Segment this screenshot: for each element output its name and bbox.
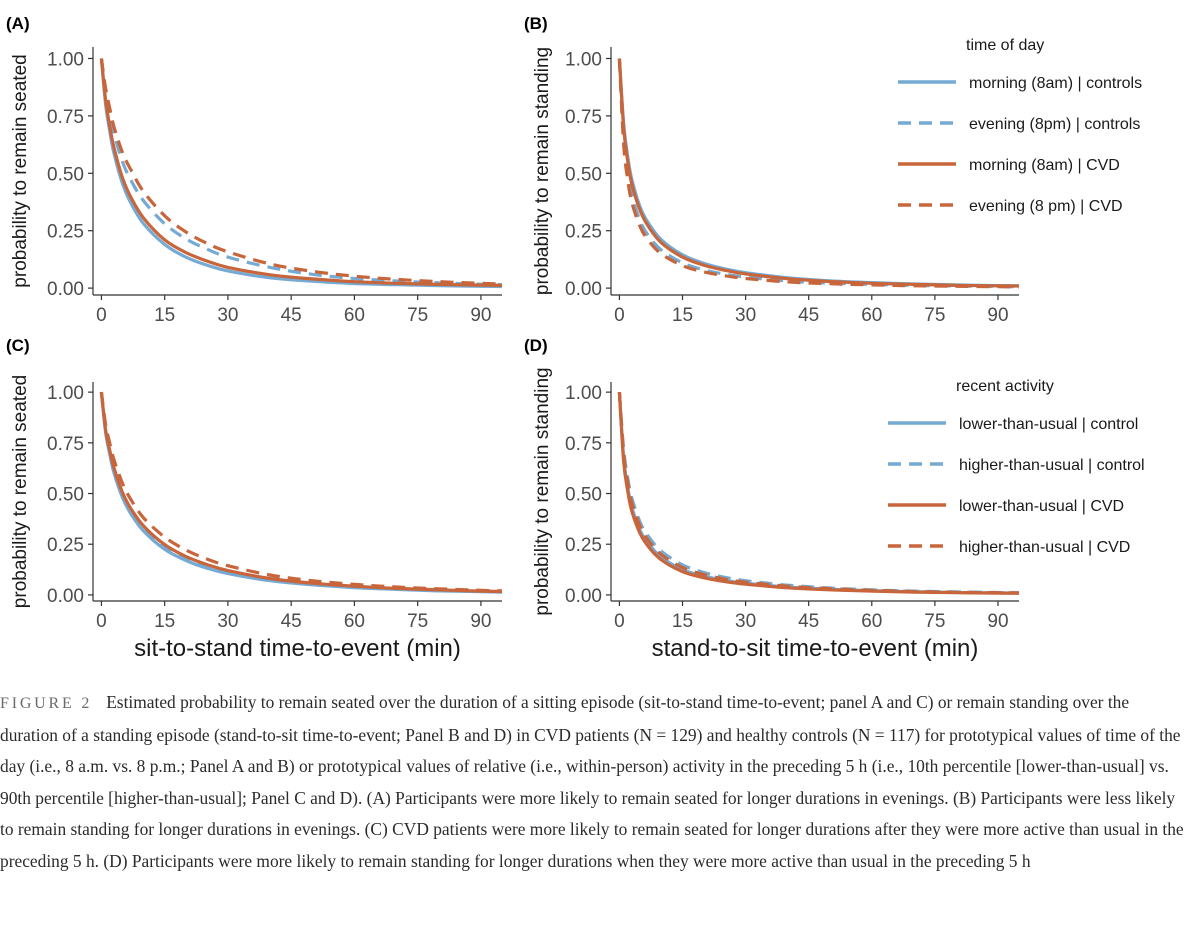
x-tick-label: 90: [470, 611, 491, 632]
series-line: [99, 391, 502, 594]
panel-label: (C): [6, 336, 30, 355]
y-tick-label: 0.25: [565, 222, 602, 243]
y-tick-label: 0.75: [565, 434, 602, 455]
y-tick-label: 0.75: [565, 107, 602, 128]
y-tick-label: 0.25: [47, 535, 84, 556]
x-tick-label: 90: [470, 305, 491, 326]
legend-entry: evening (8pm) | controls: [969, 116, 1140, 133]
y-tick-label: 0.50: [47, 485, 84, 506]
x-tick-label: 90: [987, 305, 1008, 326]
y-tick-label: 0.75: [47, 434, 84, 455]
y-tick-label: 0.25: [47, 222, 84, 243]
caption-text: Estimated probability to remain seated o…: [0, 692, 1184, 871]
y-tick-label: 0.25: [565, 535, 602, 556]
x-tick-label: 45: [798, 611, 819, 632]
legend-entry: lower-than-usual | CVD: [959, 498, 1124, 515]
series-line: [99, 58, 502, 286]
legend-entry: morning (8am) | CVD: [969, 157, 1120, 174]
x-tick-label: 0: [96, 611, 107, 632]
series-line: [99, 58, 502, 287]
x-tick-label: 45: [281, 611, 302, 632]
x-tick-label: 15: [672, 611, 693, 632]
y-axis-label: probability to remain seated: [10, 54, 31, 287]
x-tick-label: 75: [407, 305, 428, 326]
y-tick-label: 0.50: [565, 164, 602, 185]
legend: time of day morning (8am) | controls eveni…: [898, 37, 1142, 215]
y-tick-label: 1.00: [47, 49, 84, 70]
y-tick-label: 0.00: [565, 586, 602, 607]
legend-entry: morning (8am) | controls: [969, 75, 1142, 92]
legend-title: time of day: [966, 37, 1044, 54]
x-tick-label: 15: [154, 305, 175, 326]
figure-caption: FIGURE 2 Estimated probability to remain …: [0, 687, 1184, 878]
panel-label: (A): [6, 14, 30, 33]
legend-entry: lower-than-usual | control: [959, 416, 1138, 433]
x-tick-label: 0: [614, 305, 625, 326]
x-tick-label: 30: [217, 305, 238, 326]
x-tick-label: 75: [407, 611, 428, 632]
x-tick-label: 30: [217, 611, 238, 632]
y-tick-label: 0.00: [47, 586, 84, 607]
legend-entry: higher-than-usual | CVD: [959, 539, 1130, 556]
x-tick-label: 75: [924, 305, 945, 326]
y-axis-label: probability to remain seated: [10, 375, 31, 608]
x-tick-label: 90: [987, 611, 1008, 632]
x-tick-label: 0: [96, 305, 107, 326]
y-tick-label: 1.00: [565, 49, 602, 70]
x-tick-label: 45: [798, 305, 819, 326]
figure-panels: (A) 0.00 0.25 0.50 0.75 1.00 0 15 30 45 60 75 90 prob…: [6, 14, 1145, 662]
y-axis-label: probability to remain standing: [532, 367, 553, 615]
y-axis-label: probability to remain standing: [532, 47, 553, 295]
legend-entry: higher-than-usual | control: [959, 457, 1145, 474]
series-line: [99, 391, 502, 594]
x-axis-label: stand-to-sit time-to-event (min): [652, 635, 979, 662]
x-tick-label: 60: [861, 611, 882, 632]
series-line: [617, 391, 1019, 595]
panel-label: (B): [524, 14, 548, 33]
figure-label: FIGURE 2: [0, 695, 93, 712]
y-tick-label: 1.00: [47, 383, 84, 404]
legend-title: recent activity: [956, 378, 1054, 395]
series-line: [99, 58, 502, 287]
series-line: [617, 58, 1019, 288]
panel-c: (C) 0.00 0.25 0.50 0.75 1.00 0 15 30 45 60 75 90 prob…: [6, 336, 502, 662]
series-line: [617, 392, 1019, 595]
series-line: [617, 58, 1019, 289]
panel-d: (D) 0.00 0.25 0.50 0.75 1.00 0 15 30 45 60 75 90 prob…: [524, 336, 1145, 662]
panel-b: (B) 0.00 0.25 0.50 0.75 1.00 0 15 30 45 60 75 90 prob…: [524, 14, 1019, 326]
x-tick-label: 60: [344, 305, 365, 326]
y-tick-label: 0.50: [565, 485, 602, 506]
x-tick-label: 0: [614, 611, 625, 632]
legend: recent activity lower-than-usual | contro…: [888, 378, 1145, 556]
panel-label: (D): [524, 336, 548, 355]
y-tick-label: 0.50: [47, 164, 84, 185]
series-line: [99, 391, 502, 593]
x-tick-label: 30: [735, 611, 756, 632]
x-tick-label: 30: [735, 305, 756, 326]
y-tick-label: 0.00: [47, 279, 84, 300]
x-tick-label: 15: [154, 611, 175, 632]
x-tick-label: 60: [861, 305, 882, 326]
legend-entry: evening (8 pm) | CVD: [969, 198, 1123, 215]
x-tick-label: 15: [672, 305, 693, 326]
panel-a: (A) 0.00 0.25 0.50 0.75 1.00 0 15 30 45 60 75 90 prob…: [6, 14, 1142, 326]
x-axis-label: sit-to-stand time-to-event (min): [134, 635, 461, 662]
y-tick-label: 0.00: [565, 279, 602, 300]
x-tick-label: 75: [924, 611, 945, 632]
x-tick-label: 60: [344, 611, 365, 632]
y-tick-label: 1.00: [565, 383, 602, 404]
series-line: [99, 58, 502, 289]
x-tick-label: 45: [281, 305, 302, 326]
series-line: [99, 391, 502, 594]
y-tick-label: 0.75: [47, 107, 84, 128]
